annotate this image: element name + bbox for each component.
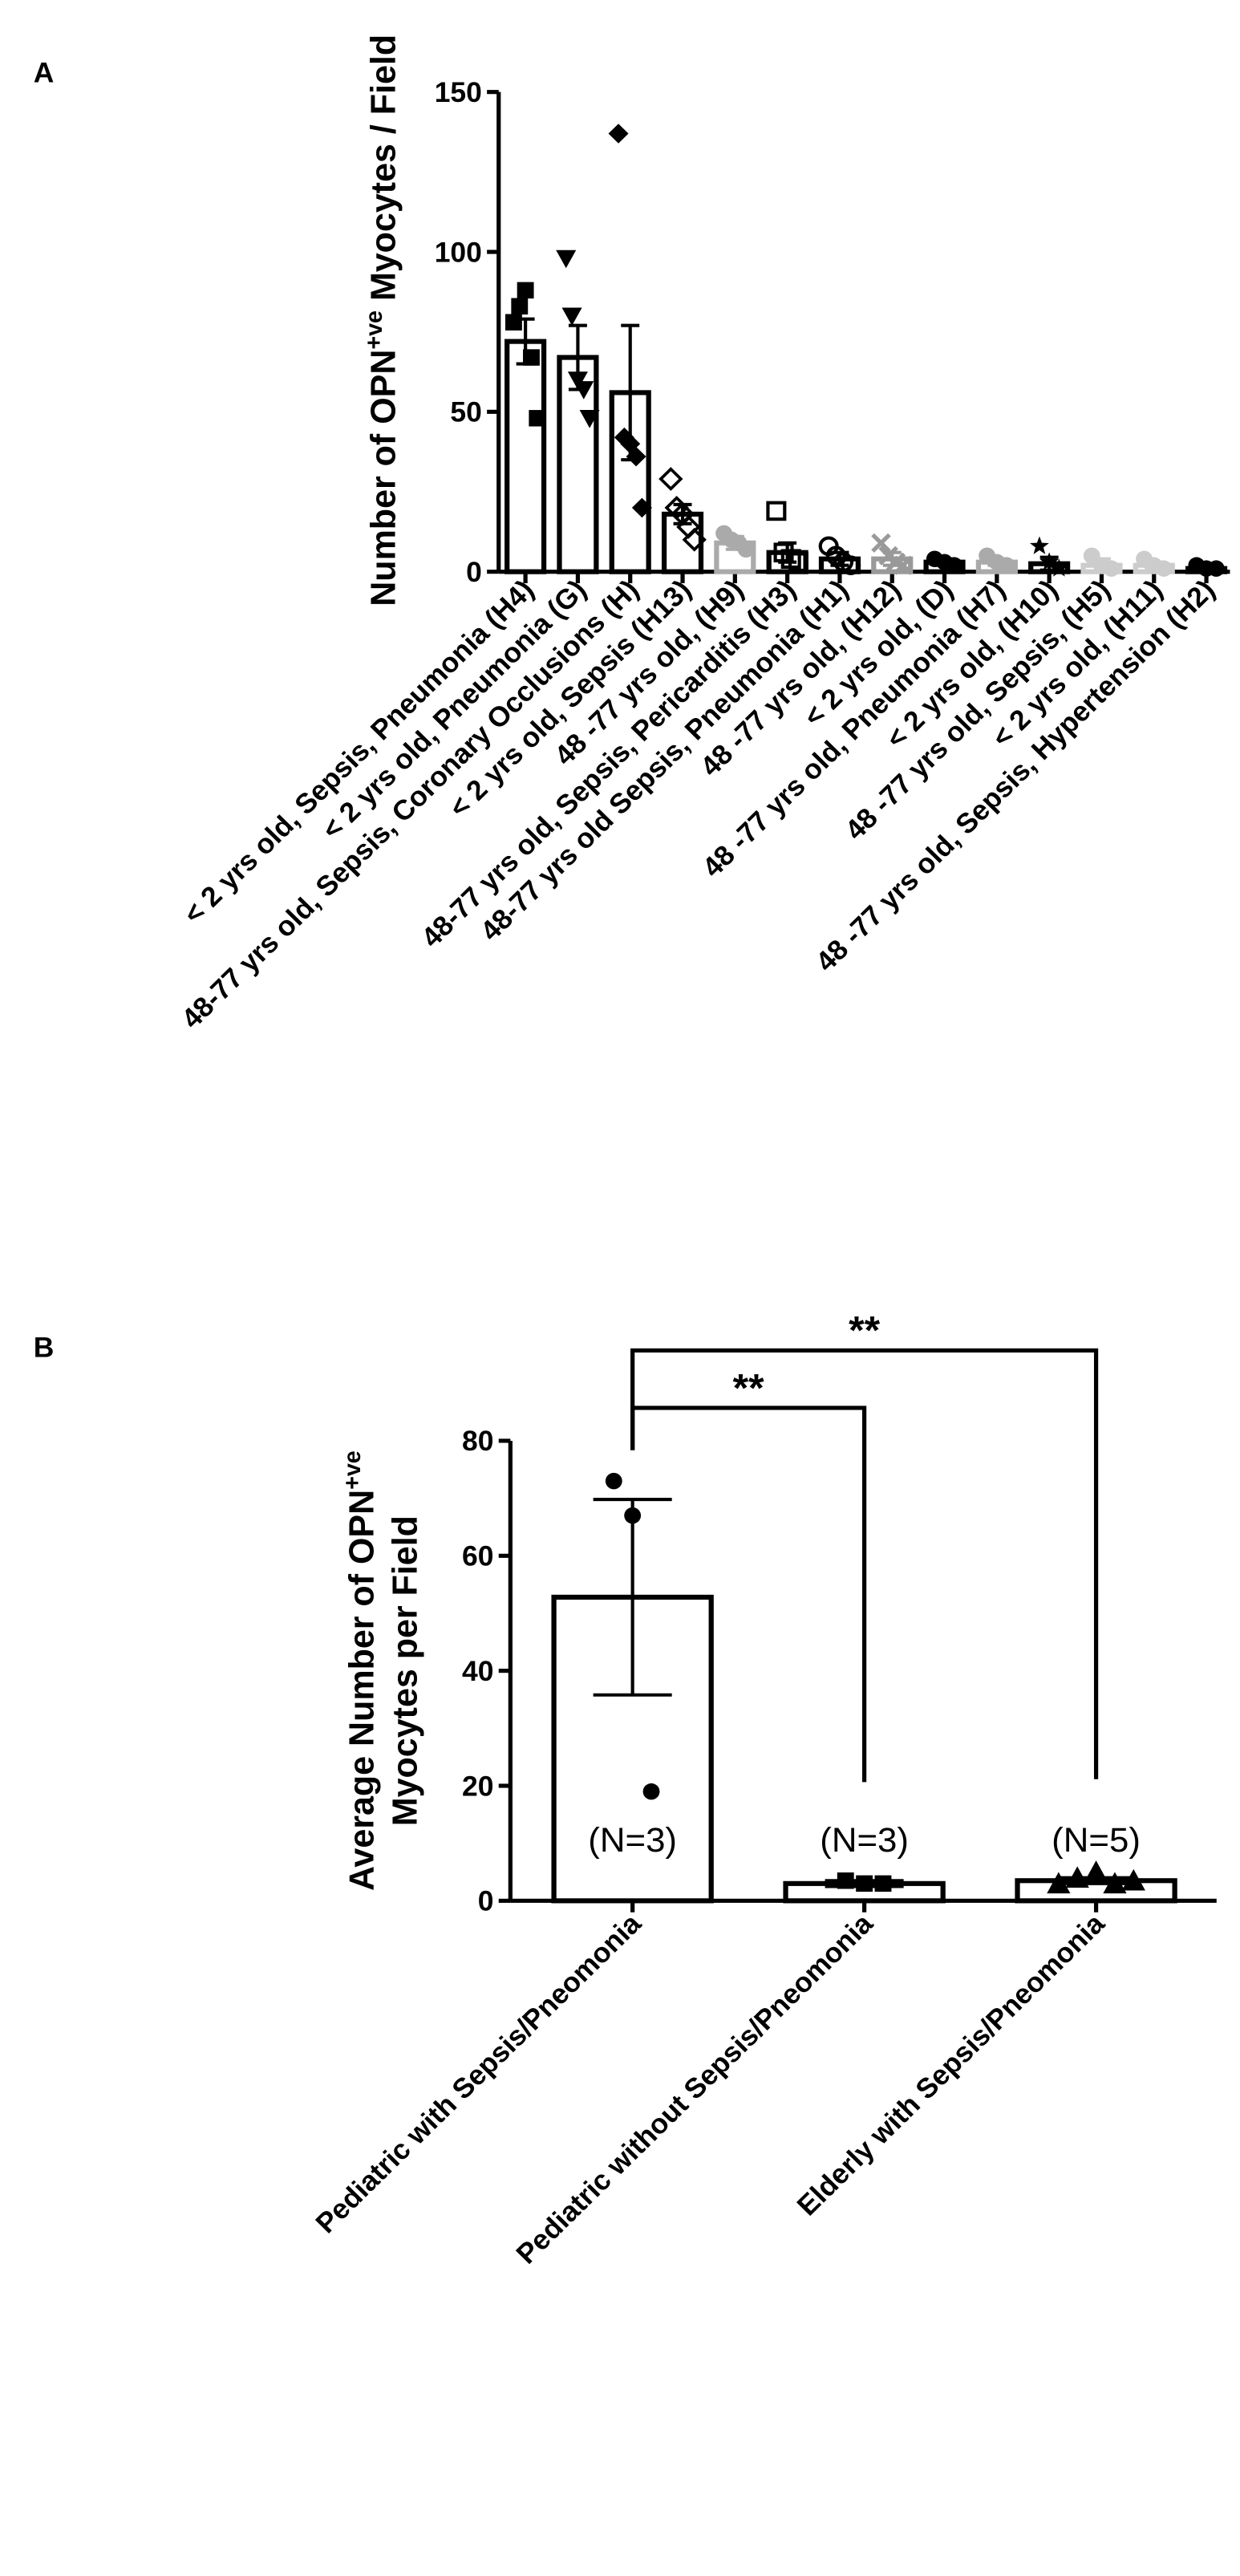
y-label-part: Number of OPN [364,350,403,606]
point [642,1783,660,1800]
point [737,541,755,558]
y-tick-label: 40 [462,1656,493,1687]
y-label-part: Average Number of OPN [342,1490,381,1891]
point [523,349,540,366]
point [893,555,914,575]
point [871,533,891,553]
y-tick-label: 50 [450,397,481,428]
point [511,298,529,315]
point [1103,1872,1127,1894]
point [1030,536,1049,554]
n-label: (N=5) [1052,1821,1141,1860]
point [624,1507,642,1524]
point [605,1472,622,1490]
point [556,249,577,269]
significance-label: ** [733,1365,765,1410]
y-tick-label: 60 [462,1541,493,1572]
point [788,552,808,572]
panel-label: A [34,58,55,89]
y-tick-label: 80 [462,1426,493,1458]
point [1103,560,1120,577]
x-tick-label: Pediatric without Sepsis/Pneomonia [510,1908,879,2270]
error-bar [593,1498,672,1697]
point [874,1875,892,1892]
y-axis-label: Average Number of OPN+ve Myocytes per Fie… [340,1450,425,1891]
point [505,314,522,331]
n-label: (N=3) [588,1821,677,1860]
point [766,501,787,521]
point [998,557,1015,574]
y-tick-label: 0 [466,557,482,588]
point [573,381,594,400]
bar [505,339,547,574]
point [946,557,963,574]
n-label: (N=3) [820,1821,909,1860]
point [579,410,600,428]
y-tick-label: 20 [462,1771,493,1803]
point [1207,560,1225,577]
panel-label: B [34,1333,55,1364]
point [856,1875,873,1892]
y-label-part: Myocytes per Field [386,1515,424,1826]
point [1155,560,1173,577]
point [841,555,861,575]
point [1049,558,1069,577]
y-tick-label: 150 [435,77,482,108]
point [1121,1868,1145,1891]
y-label-sup: +ve [362,310,387,350]
y-tick-label: 100 [435,237,482,269]
point [517,282,534,299]
point [1039,552,1060,570]
y-label-part: Myocytes / Field [364,34,403,310]
significance-label: ** [849,1308,881,1353]
point [1084,1860,1108,1882]
y-tick-label: 0 [478,1886,494,1917]
point [561,307,582,327]
point [1047,1872,1071,1894]
point [658,467,683,491]
point [1065,1866,1089,1888]
point [567,371,588,390]
point [608,124,629,144]
point [529,410,546,427]
point [837,1872,854,1889]
y-axis-label: Number of OPN+ve Myocytes / Field [362,34,403,606]
y-label-sup: +ve [340,1450,366,1490]
significance-bracket [630,1348,1099,1779]
point [682,527,707,552]
